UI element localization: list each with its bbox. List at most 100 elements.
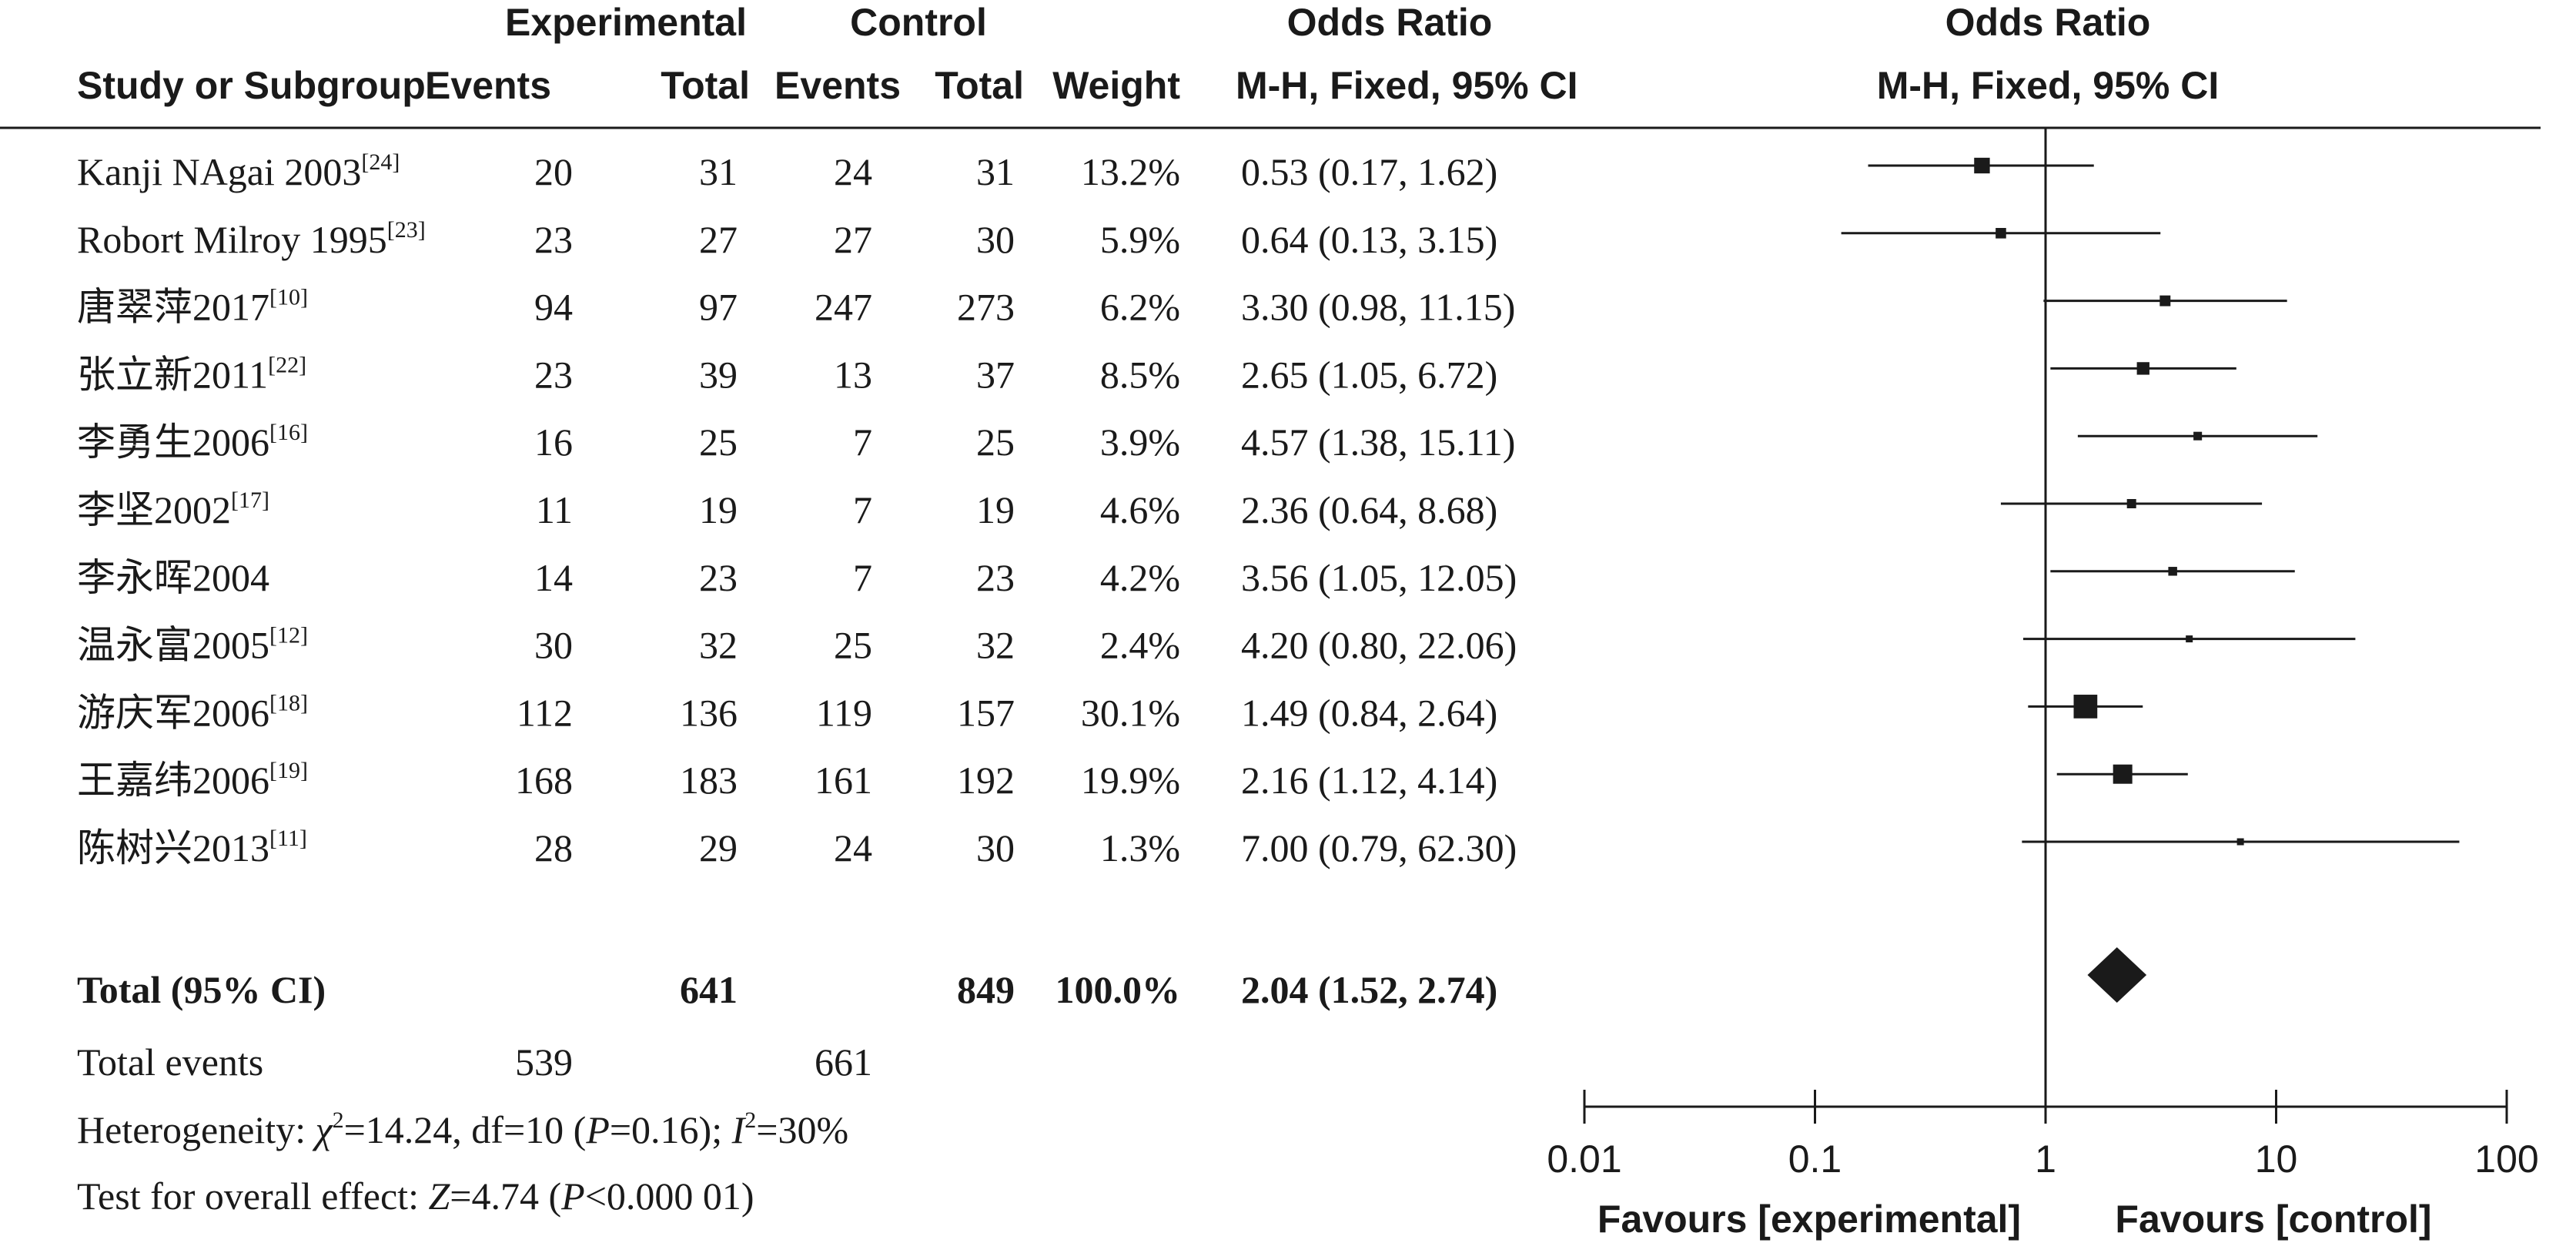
study-point bbox=[2193, 431, 2203, 441]
study-name: 陈树兴2013[11] bbox=[77, 826, 307, 869]
study-point bbox=[2113, 764, 2133, 784]
total-row: Total (95% CI) 641 849 100.0% 2.04 (1.52… bbox=[77, 968, 1497, 1011]
header-study-column: Study or Subgroup bbox=[77, 64, 426, 107]
study-exp-events: 168 bbox=[515, 759, 573, 802]
study-exp-events: 94 bbox=[534, 286, 573, 329]
study-exp-total: 32 bbox=[699, 624, 738, 667]
study-weight: 13.2% bbox=[1081, 150, 1180, 193]
study-ci-text: 0.64 (0.13, 3.15) bbox=[1241, 218, 1497, 261]
study-ctl-events: 13 bbox=[834, 353, 872, 396]
header-odds-ratio: Odds Ratio bbox=[1287, 1, 1493, 44]
study-name: Kanji NAgai 2003[24] bbox=[77, 149, 400, 193]
study-exp-total: 136 bbox=[680, 691, 738, 734]
favours-control-label: Favours [control] bbox=[2115, 1198, 2431, 1241]
total-diamond bbox=[2087, 947, 2147, 1003]
total-events-ctl: 661 bbox=[815, 1040, 872, 1084]
study-ctl-total: 25 bbox=[976, 420, 1015, 464]
study-ci-text: 0.53 (0.17, 1.62) bbox=[1241, 150, 1497, 193]
study-exp-events: 28 bbox=[534, 826, 573, 869]
study-ctl-events: 161 bbox=[815, 759, 872, 802]
study-exp-events: 16 bbox=[534, 420, 573, 464]
header-ctl-total: Total bbox=[935, 64, 1024, 107]
study-ctl-total: 37 bbox=[976, 353, 1015, 396]
x-tick-label: 0.1 bbox=[1788, 1137, 1842, 1181]
study-exp-total: 39 bbox=[699, 353, 738, 396]
study-row: 唐翠萍2017[10] 94 97 247 273 6.2% 3.30 (0.98, 11.… bbox=[77, 285, 1515, 329]
study-row: 张立新2011[22] 23 39 13 37 8.5% 2.65 (1.05, 6.72) bbox=[77, 352, 1497, 396]
study-exp-events: 14 bbox=[534, 556, 573, 599]
study-ctl-total: 31 bbox=[976, 150, 1015, 193]
study-ci-text: 7.00 (0.79, 62.30) bbox=[1241, 826, 1517, 869]
study-ctl-total: 157 bbox=[957, 691, 1015, 734]
header-weight: Weight bbox=[1052, 64, 1180, 107]
study-name: 李永晖2004 bbox=[77, 556, 269, 599]
study-ctl-events: 27 bbox=[834, 218, 872, 261]
study-ci-text: 2.16 (1.12, 4.14) bbox=[1241, 759, 1497, 802]
study-ci-text: 1.49 (0.84, 2.64) bbox=[1241, 691, 1497, 734]
favours-experimental-label: Favours [experimental] bbox=[1597, 1198, 2021, 1241]
study-point bbox=[2168, 567, 2177, 576]
study-weight: 2.4% bbox=[1100, 624, 1180, 667]
study-name: 唐翠萍2017[10] bbox=[77, 285, 308, 329]
total-ctl-total: 849 bbox=[957, 968, 1015, 1011]
study-ctl-total: 192 bbox=[957, 759, 1015, 802]
plot-area: 0.01 0.1 1 10 100 bbox=[1547, 128, 2539, 1181]
study-ctl-total: 30 bbox=[976, 826, 1015, 869]
heterogeneity-text: Heterogeneity: χ2=14.24, df=10 (P=0.16);… bbox=[77, 1107, 848, 1151]
study-rows: Kanji NAgai 2003[24] 20 31 24 31 13.2% 0.53 (0… bbox=[77, 149, 1517, 869]
study-point bbox=[2126, 498, 2136, 509]
study-ci-text: 2.36 (0.64, 8.68) bbox=[1241, 488, 1497, 531]
study-exp-total: 183 bbox=[680, 759, 738, 802]
study-ctl-events: 119 bbox=[816, 691, 872, 734]
study-weight: 19.9% bbox=[1081, 759, 1180, 802]
header-plot-odds-ratio: Odds Ratio bbox=[1945, 1, 2151, 44]
study-ci-text: 4.20 (0.80, 22.06) bbox=[1241, 624, 1517, 667]
total-events-exp: 539 bbox=[515, 1040, 573, 1084]
study-weight: 3.9% bbox=[1100, 420, 1180, 464]
total-label: Total (95% CI) bbox=[77, 968, 326, 1011]
study-ctl-events: 7 bbox=[853, 488, 872, 531]
header-ctl-events: Events bbox=[774, 64, 901, 107]
header-plot-method: M-H, Fixed, 95% CI bbox=[1877, 64, 2220, 107]
study-weight: 4.6% bbox=[1100, 488, 1180, 531]
study-point bbox=[2159, 295, 2171, 307]
total-ci-text: 2.04 (1.52, 2.74) bbox=[1241, 968, 1497, 1011]
study-ctl-total: 273 bbox=[957, 286, 1015, 329]
study-weight: 4.2% bbox=[1100, 556, 1180, 599]
header-exp-events: Events bbox=[425, 64, 551, 107]
study-name: Robort Milroy 1995[23] bbox=[77, 217, 426, 261]
study-row: Kanji NAgai 2003[24] 20 31 24 31 13.2% 0.53 (0… bbox=[77, 149, 1497, 193]
study-ctl-events: 7 bbox=[853, 556, 872, 599]
study-ctl-total: 30 bbox=[976, 218, 1015, 261]
study-ctl-events: 24 bbox=[834, 150, 872, 193]
study-row: 陈树兴2013[11] 28 29 24 30 1.3% 7.00 (0.79, 62.30… bbox=[77, 826, 1517, 869]
study-ci-text: 3.30 (0.98, 11.15) bbox=[1241, 286, 1515, 329]
study-row: Robort Milroy 1995[23] 23 27 27 30 5.9% 0.64 (… bbox=[77, 217, 1497, 261]
x-tick-label: 10 bbox=[2255, 1137, 2298, 1181]
overall-effect-text: Test for overall effect: Z=4.74 (P<0.000… bbox=[77, 1174, 754, 1218]
study-exp-total: 29 bbox=[699, 826, 738, 869]
study-weight: 6.2% bbox=[1100, 286, 1180, 329]
study-name: 温永富2005[12] bbox=[77, 623, 308, 667]
x-tick-label: 1 bbox=[2035, 1137, 2056, 1181]
study-weight: 1.3% bbox=[1100, 826, 1180, 869]
study-ctl-events: 25 bbox=[834, 624, 872, 667]
study-point bbox=[2073, 695, 2098, 719]
study-exp-total: 23 bbox=[699, 556, 738, 599]
study-point bbox=[2236, 838, 2244, 846]
study-exp-total: 19 bbox=[699, 488, 738, 531]
study-point bbox=[2136, 362, 2149, 375]
study-row: 温永富2005[12] 30 32 25 32 2.4% 4.20 (0.80, 22.06… bbox=[77, 623, 1517, 667]
study-row: 游庆军2006[18] 112 136 119 157 30.1% 1.49 (0.84, … bbox=[77, 690, 1497, 734]
study-ctl-events: 24 bbox=[834, 826, 872, 869]
study-name: 李坚2002[17] bbox=[77, 487, 269, 531]
study-exp-events: 11 bbox=[536, 488, 573, 531]
total-weight: 100.0% bbox=[1055, 968, 1181, 1011]
header-method: M-H, Fixed, 95% CI bbox=[1236, 64, 1578, 107]
study-ctl-events: 247 bbox=[815, 286, 872, 329]
study-exp-events: 20 bbox=[534, 150, 573, 193]
study-ci-text: 4.57 (1.38, 15.11) bbox=[1241, 420, 1515, 464]
study-ctl-total: 23 bbox=[976, 556, 1015, 599]
study-marks bbox=[1841, 157, 2460, 846]
study-exp-events: 112 bbox=[517, 691, 573, 734]
